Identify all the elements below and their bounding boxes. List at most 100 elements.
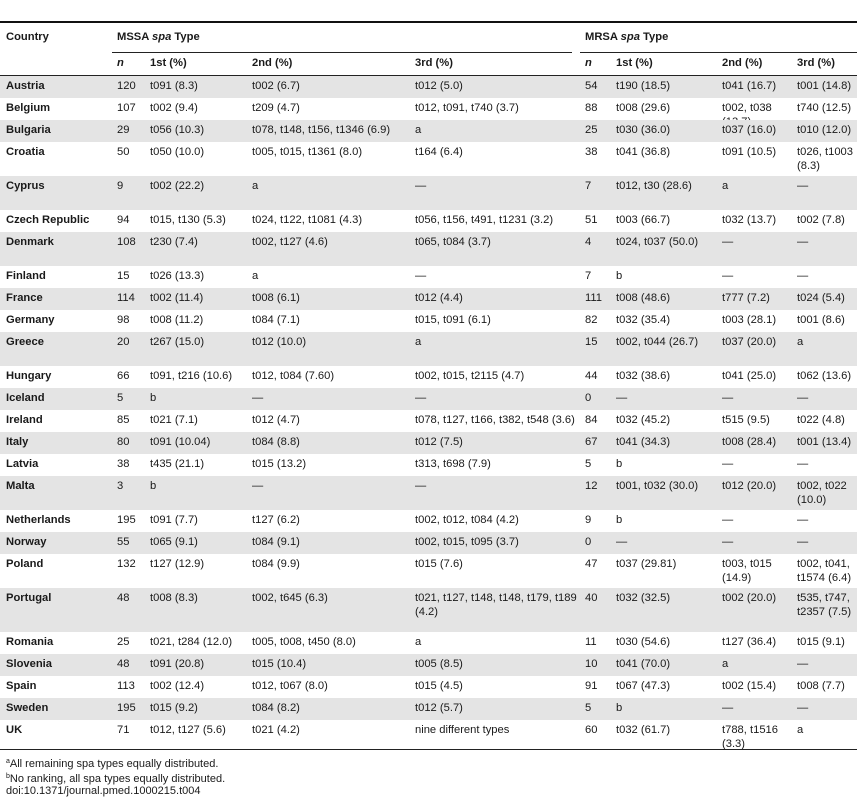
cell-mrsa-n: 9 (585, 514, 592, 526)
cell-mrsa-n: 67 (585, 436, 598, 448)
cell-mrsa-1: t032 (45.2) (616, 414, 671, 426)
cell-mssa-2: t005, t015, t1361 (8.0) (252, 146, 363, 158)
cell-mssa-1: t267 (15.0) (150, 336, 205, 348)
cell-mssa-1: b (150, 480, 157, 492)
cell-mssa-n: 120 (117, 80, 136, 92)
cell-mssa-n: 132 (117, 558, 136, 570)
cell-mssa-n: 5 (117, 392, 124, 404)
cell-mssa-2: t015 (13.2) (252, 458, 307, 470)
cell-mssa-3: t005 (8.5) (415, 658, 463, 670)
cell-mrsa-1: — (616, 536, 628, 548)
cell-mrsa-2: — (722, 514, 734, 526)
cell-mrsa-3: t024 (5.4) (797, 292, 845, 304)
subheader-mrsa-2nd: 2nd (%) (722, 57, 763, 69)
subheader-mssa-2nd: 2nd (%) (252, 57, 293, 69)
cell-mrsa-1: b (616, 514, 623, 526)
cell-mrsa-n: 40 (585, 592, 598, 604)
cell-mssa-3: — (415, 392, 427, 404)
cell-mssa-n: 48 (117, 658, 130, 670)
cell-mrsa-3: — (797, 536, 809, 548)
cell-mssa-1: t002 (12.4) (150, 680, 205, 692)
table-row: Romania 25 t021, t284 (12.0) t005, t008, t4… (0, 632, 857, 654)
cell-mssa-n: 85 (117, 414, 130, 426)
cell-mrsa-3: — (797, 702, 809, 714)
table-row: Hungary 66 t091, t216 (10.6) t012, t084 (7.… (0, 366, 857, 388)
cell-mssa-2: t024, t122, t1081 (4.3) (252, 214, 363, 226)
table-row: France 114 t002 (11.4) t008 (6.1) t012 (4.4)… (0, 288, 857, 310)
cell-mssa-n: 55 (117, 536, 130, 548)
cell-mrsa-3: — (797, 658, 809, 670)
cell-mrsa-n: 15 (585, 336, 598, 348)
cell-mssa-2: a (252, 180, 259, 192)
cell-mssa-1: t002 (11.4) (150, 292, 204, 304)
cell-mrsa-3: t001 (13.4) (797, 436, 852, 448)
table-row: Greece 20 t267 (15.0) t012 (10.0) a 15 t002, t… (0, 332, 857, 366)
cell-country: Sweden (6, 702, 49, 714)
table-row: Sweden 195 t015 (9.2) t084 (8.2) t012 (5.7) 5… (0, 698, 857, 720)
cell-mrsa-1: t037 (29.81) (616, 558, 677, 570)
cell-mrsa-1: t041 (36.8) (616, 146, 671, 158)
cell-mssa-3: t012 (7.5) (415, 436, 463, 448)
cell-mssa-3: — (415, 180, 427, 192)
table-row: Netherlands 195 t091 (7.7) t127 (6.2) t002, … (0, 510, 857, 532)
cell-mrsa-1: t030 (36.0) (616, 124, 671, 136)
cell-mssa-n: 48 (117, 592, 130, 604)
cell-mssa-3: t313, t698 (7.9) (415, 458, 491, 470)
cell-mssa-3: t015 (7.6) (415, 558, 463, 570)
cell-mssa-1: t091 (10.04) (150, 436, 211, 448)
cell-mrsa-3: t008 (7.7) (797, 680, 845, 692)
cell-mssa-2: t002, t127 (4.6) (252, 236, 328, 248)
cell-mrsa-3: t015 (9.1) (797, 636, 845, 648)
cell-country: France (6, 292, 43, 304)
cell-mrsa-1: t032 (61.7) (616, 724, 671, 736)
cell-mssa-3: t012 (5.7) (415, 702, 463, 714)
cell-mrsa-2: — (722, 536, 734, 548)
table-row: Germany 98 t008 (11.2) t084 (7.1) t015, t091… (0, 310, 857, 332)
cell-mssa-n: 113 (117, 680, 135, 692)
cell-mssa-3: t012, t091, t740 (3.7) (415, 102, 519, 114)
cell-mssa-3: t015 (4.5) (415, 680, 463, 692)
header-mrsa-spa-type: MRSA spa Type (585, 31, 669, 43)
cell-country: Bulgaria (6, 124, 51, 136)
table-row: Norway 55 t065 (9.1) t084 (9.1) t002, t015, … (0, 532, 857, 554)
cell-mssa-2: t084 (8.2) (252, 702, 300, 714)
cell-country: Denmark (6, 236, 54, 248)
table-row: Iceland 5 b — — 0 — — — (0, 388, 857, 410)
cell-mssa-n: 195 (117, 514, 136, 526)
cell-mssa-2: t002, t645 (6.3) (252, 592, 328, 604)
cell-mssa-n: 108 (117, 236, 136, 248)
cell-mssa-1: t008 (8.3) (150, 592, 198, 604)
cell-mrsa-2: — (722, 702, 734, 714)
cell-mssa-2: t015 (10.4) (252, 658, 307, 670)
cell-mssa-n: 71 (117, 724, 130, 736)
subheader-mrsa-n: n (585, 57, 592, 69)
cell-country: Hungary (6, 370, 52, 382)
table-row: Czech Republic 94 t015, t130 (5.3) t024, t1… (0, 210, 857, 232)
footnote-b: bNo ranking, all spa types equally distr… (6, 773, 226, 785)
cell-mssa-2: t084 (9.9) (252, 558, 300, 570)
cell-mrsa-n: 11 (585, 636, 597, 648)
cell-mrsa-3: t001 (8.6) (797, 314, 845, 326)
cell-mssa-2: — (252, 480, 264, 492)
cell-mrsa-1: t190 (18.5) (616, 80, 671, 92)
cell-country: Belgium (6, 102, 51, 114)
cell-mssa-3: t012 (5.0) (415, 80, 463, 92)
cell-mssa-2: a (252, 270, 259, 282)
cell-mssa-1: t230 (7.4) (150, 236, 198, 248)
cell-mrsa-2: t041 (16.7) (722, 80, 777, 92)
cell-country: Spain (6, 680, 37, 692)
table-row: Croatia 50 t050 (10.0) t005, t015, t1361 (8… (0, 142, 857, 176)
cell-mrsa-1: — (616, 392, 628, 404)
cell-mssa-n: 94 (117, 214, 130, 226)
cell-mssa-n: 3 (117, 480, 124, 492)
subheader-mssa-n: n (117, 57, 124, 69)
table-row: Malta 3 b — — 12 t001, t032 (30.0) t012 (20.0) t… (0, 476, 857, 510)
top-rule (0, 21, 857, 23)
cell-mssa-1: b (150, 392, 157, 404)
mrsa-group-rule (580, 52, 857, 53)
cell-mrsa-3: t740 (12.5) (797, 102, 852, 114)
cell-mrsa-1: t001, t032 (30.0) (616, 480, 699, 492)
cell-country: Croatia (6, 146, 45, 158)
cell-mrsa-2: t002 (20.0) (722, 592, 777, 604)
cell-mssa-n: 195 (117, 702, 136, 714)
